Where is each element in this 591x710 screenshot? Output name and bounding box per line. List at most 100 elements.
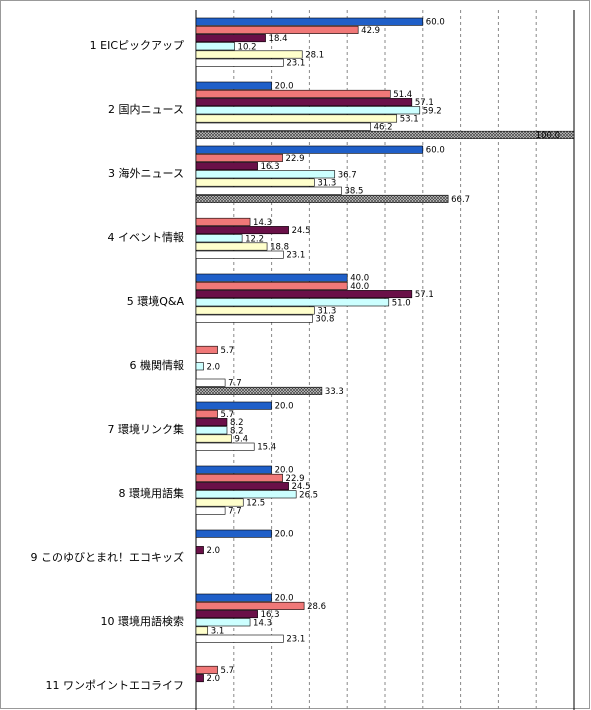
value-label: 51.4 — [393, 90, 412, 100]
value-label: 53.1 — [400, 115, 419, 125]
bar — [195, 186, 342, 195]
value-label: 30.8 — [315, 315, 334, 325]
bar — [195, 306, 315, 315]
value-label: 3.1 — [211, 627, 225, 637]
value-label: 2.0 — [207, 546, 221, 556]
value-label: 20.0 — [275, 530, 294, 540]
bar — [195, 217, 251, 226]
bar — [195, 506, 226, 515]
value-label: 57.1 — [415, 98, 434, 108]
value-label: 22.9 — [286, 154, 305, 164]
bar — [195, 25, 359, 34]
bar — [195, 601, 305, 610]
bar — [195, 401, 272, 410]
bar — [195, 665, 218, 674]
value-label: 60.0 — [426, 146, 445, 156]
value-label: 16.3 — [261, 162, 280, 172]
y-tick-label: 10 環境用語検索 — [101, 614, 185, 628]
value-label: 18.8 — [270, 243, 289, 253]
bar — [195, 546, 204, 555]
value-label: 26.5 — [299, 490, 318, 500]
value-label: 33.3 — [325, 387, 344, 397]
y-tick-label: 9 このゆびとまれ！エコキッズ — [31, 550, 185, 564]
value-label: 36.7 — [338, 170, 357, 180]
bar — [195, 418, 228, 427]
value-label: 7.7 — [228, 507, 242, 517]
bar — [195, 250, 284, 259]
bar — [195, 281, 348, 290]
bar — [195, 42, 235, 51]
value-label: 60.0 — [426, 18, 445, 28]
value-label: 20.0 — [275, 82, 294, 92]
value-label: 20.0 — [275, 594, 294, 604]
y-tick-label: 6 機関情報 — [130, 358, 185, 372]
value-label: 15.4 — [257, 443, 276, 453]
bar — [195, 490, 297, 499]
value-label: 18.4 — [269, 34, 288, 44]
y-tick-label: 7 環境リンク集 — [108, 422, 185, 436]
bar — [195, 273, 348, 282]
bar — [195, 114, 398, 123]
value-label: 40.0 — [350, 274, 369, 284]
bar — [195, 473, 283, 482]
bar — [195, 674, 204, 683]
value-label: 7.7 — [228, 379, 242, 389]
bar — [195, 362, 204, 371]
value-label: 24.5 — [292, 482, 311, 492]
bar — [195, 89, 391, 98]
value-label: 46.2 — [374, 123, 393, 133]
bar — [195, 50, 303, 59]
bar — [195, 130, 575, 139]
value-label: 5.7 — [221, 410, 235, 420]
y-tick-label: 11 ワンポイントエコライフ — [46, 679, 185, 692]
value-label: 9.4 — [235, 435, 249, 445]
value-label: 8.2 — [230, 426, 244, 436]
value-label: 51.0 — [392, 298, 411, 308]
value-label: 20.0 — [275, 402, 294, 412]
value-label: 38.5 — [345, 187, 364, 197]
value-label: 31.3 — [317, 179, 336, 189]
y-tick-label: 4 イベント情報 — [108, 231, 185, 244]
value-label: 12.2 — [245, 234, 264, 244]
value-label: 14.3 — [253, 218, 272, 228]
bar — [195, 465, 272, 474]
y-tick-label: 8 環境用語集 — [119, 486, 185, 500]
bar — [195, 634, 284, 643]
value-label: 40.0 — [350, 282, 369, 292]
value-label: 16.3 — [261, 610, 280, 620]
bar — [195, 17, 424, 26]
bar — [195, 234, 243, 243]
bar — [195, 386, 323, 395]
value-label: 59.2 — [423, 106, 442, 116]
y-tick-label: 1 EICピックアップ — [90, 39, 184, 52]
value-label: 28.6 — [307, 602, 326, 612]
bar — [195, 122, 371, 131]
bar — [195, 442, 255, 451]
bar — [195, 170, 336, 179]
bar — [195, 106, 421, 115]
y-tick-label: 5 環境Q&A — [127, 294, 185, 308]
bar — [195, 345, 218, 354]
value-label: 2.0 — [207, 362, 221, 372]
bar — [195, 298, 390, 307]
bar — [195, 290, 413, 299]
y-tick-label: 2 国内ニュース — [108, 102, 184, 116]
bar — [195, 593, 272, 602]
bar — [195, 178, 315, 187]
bar — [195, 194, 449, 203]
bar — [195, 378, 226, 387]
value-label: 12.5 — [246, 499, 265, 509]
value-label: 28.1 — [305, 51, 324, 61]
value-label: 23.1 — [286, 635, 305, 645]
y-tick-label: 3 海外ニュース — [108, 166, 184, 180]
value-label: 24.5 — [292, 226, 311, 236]
bar — [195, 81, 272, 90]
value-label: 31.3 — [317, 307, 336, 317]
bar — [195, 426, 228, 435]
value-label: 14.3 — [253, 618, 272, 628]
bar — [195, 434, 232, 443]
value-label: 10.2 — [238, 42, 257, 52]
bar — [195, 162, 258, 171]
